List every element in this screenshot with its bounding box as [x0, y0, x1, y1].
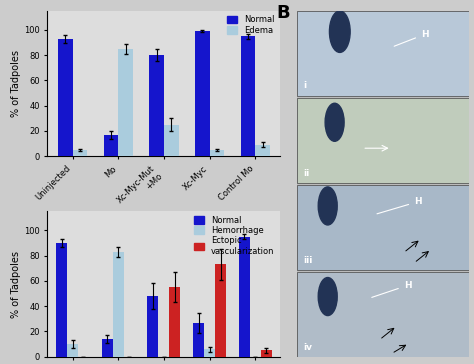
Bar — [210, 150, 224, 156]
Text: H: H — [394, 30, 428, 46]
Bar — [297, 11, 469, 96]
Bar — [147, 296, 158, 357]
Text: H: H — [372, 281, 411, 297]
Circle shape — [318, 187, 337, 225]
Circle shape — [329, 11, 350, 52]
Bar — [113, 252, 124, 357]
Legend: Normal, Hemorrhage, Ectopic
vascularization: Normal, Hemorrhage, Ectopic vascularizat… — [193, 214, 276, 257]
Bar — [204, 349, 215, 357]
Bar — [215, 265, 226, 357]
Bar — [58, 39, 73, 156]
Bar — [169, 287, 181, 357]
Bar — [297, 98, 469, 183]
Text: ii: ii — [303, 169, 310, 178]
Text: H: H — [377, 197, 422, 214]
Text: B: B — [276, 4, 290, 22]
Bar — [297, 185, 469, 270]
Text: i: i — [303, 82, 307, 90]
Bar — [149, 55, 164, 156]
Bar — [102, 339, 113, 357]
Y-axis label: % of Tadpoles: % of Tadpoles — [11, 50, 21, 117]
Bar — [104, 135, 118, 156]
Bar — [67, 344, 78, 357]
Bar — [239, 237, 250, 357]
Bar — [297, 272, 469, 357]
Bar — [56, 243, 67, 357]
Bar — [193, 323, 204, 357]
Circle shape — [318, 277, 337, 316]
Bar — [261, 351, 272, 357]
Legend: Normal, Edema: Normal, Edema — [226, 13, 276, 37]
Bar — [73, 150, 87, 156]
Y-axis label: % of Tadpoles: % of Tadpoles — [11, 250, 21, 317]
Bar — [164, 124, 179, 156]
Bar — [195, 31, 210, 156]
Bar — [255, 145, 270, 156]
Text: iii: iii — [303, 256, 313, 265]
Text: iv: iv — [303, 343, 312, 352]
Bar — [118, 49, 133, 156]
Circle shape — [325, 103, 344, 141]
Bar — [241, 36, 255, 156]
